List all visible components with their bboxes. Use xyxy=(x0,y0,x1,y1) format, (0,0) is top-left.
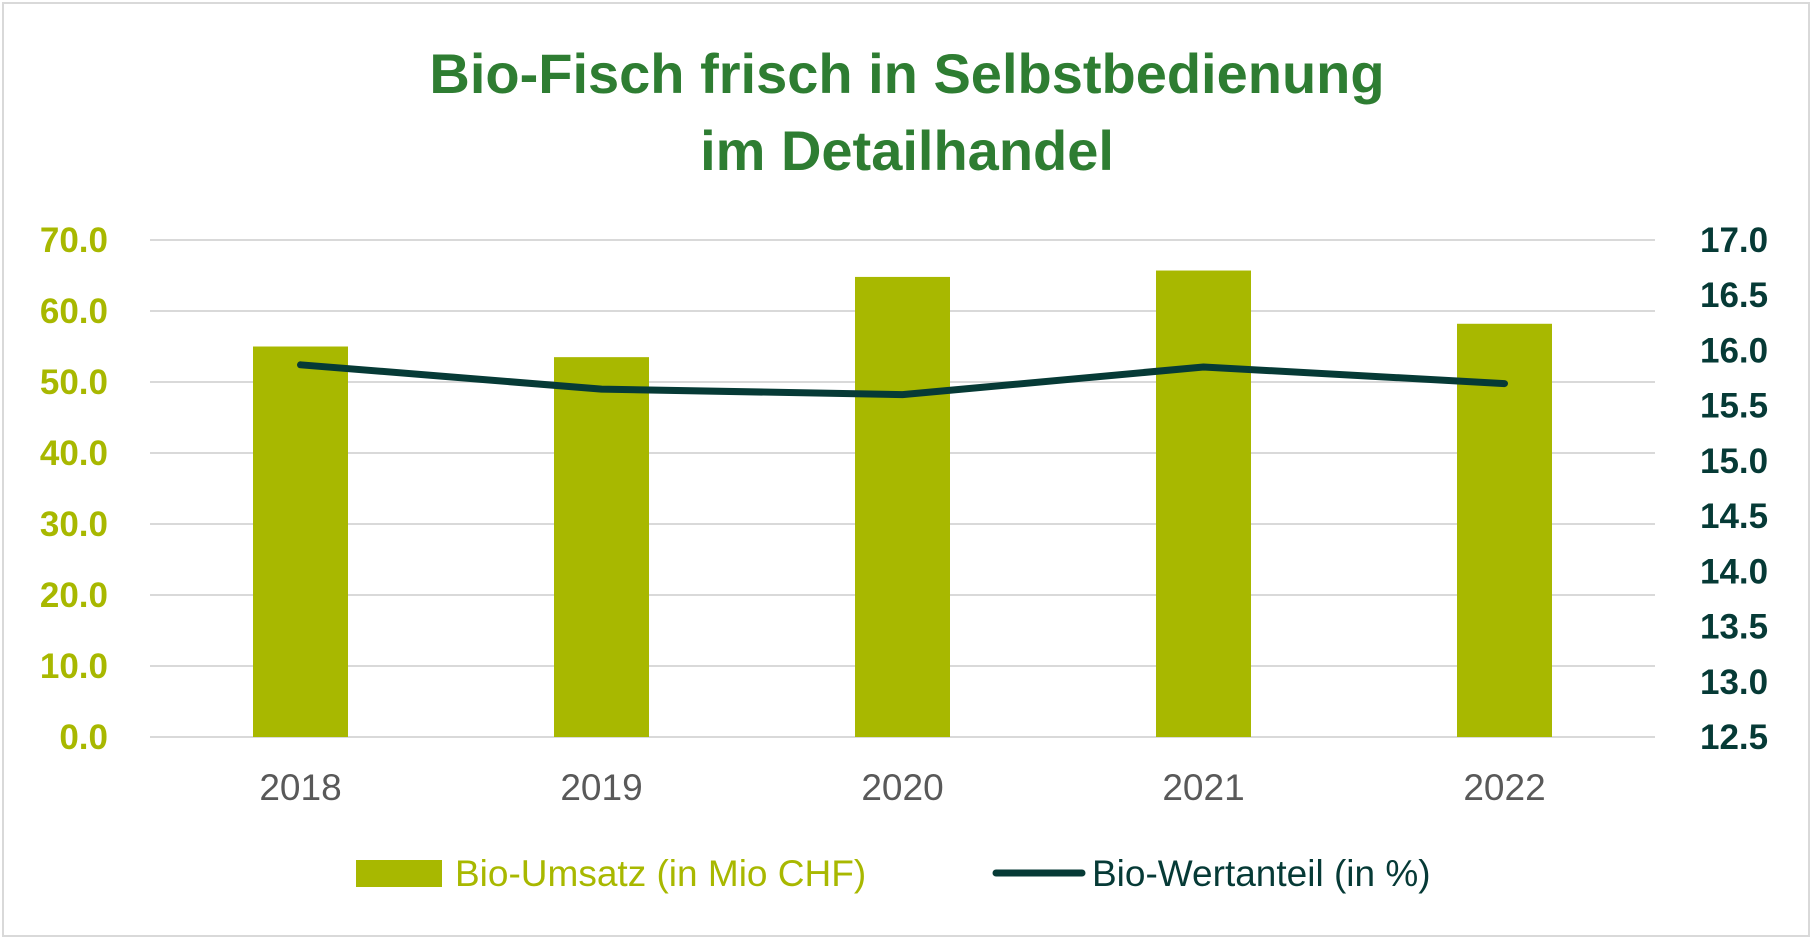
right-tick-label: 16.0 xyxy=(1700,331,1768,370)
right-tick-label: 15.5 xyxy=(1700,387,1768,426)
right-tick-label: 14.5 xyxy=(1700,497,1768,536)
right-tick-label: 15.0 xyxy=(1700,442,1768,481)
left-tick-label: 70.0 xyxy=(40,221,108,260)
bar-2019 xyxy=(554,357,649,737)
x-tick-label: 2021 xyxy=(1162,767,1244,808)
right-tick-label: 13.0 xyxy=(1700,663,1768,702)
right-tick-label: 16.5 xyxy=(1700,276,1768,315)
right-axis-ticks: 12.5 13.0 13.5 14.0 14.5 15.0 15.5 16.0 16.5 17.0 xyxy=(1700,221,1768,757)
legend: Bio-Umsatz (in Mio CHF) Bio-Wertanteil (i… xyxy=(356,853,1431,894)
right-tick-label: 17.0 xyxy=(1700,221,1768,260)
left-tick-label: 0.0 xyxy=(59,718,108,757)
bar-2018 xyxy=(253,346,348,737)
bar-2021 xyxy=(1156,270,1251,737)
left-tick-label: 20.0 xyxy=(40,576,108,615)
right-tick-label: 12.5 xyxy=(1700,718,1768,757)
left-tick-label: 60.0 xyxy=(40,292,108,331)
line-point-2020 xyxy=(902,394,903,396)
right-tick-label: 13.5 xyxy=(1700,608,1768,647)
line-point-2021 xyxy=(1203,366,1204,368)
chart-title: Bio-Fisch frisch in Selbstbedienung im D… xyxy=(429,42,1384,182)
x-tick-label: 2020 xyxy=(861,767,943,808)
line-point-2022 xyxy=(1504,383,1505,385)
left-tick-label: 40.0 xyxy=(40,434,108,473)
legend-label-bar: Bio-Umsatz (in Mio CHF) xyxy=(455,853,866,894)
line-series xyxy=(297,361,1508,399)
bar-2020 xyxy=(855,276,950,737)
x-tick-label: 2018 xyxy=(259,767,341,808)
chart-title-line-2: im Detailhandel xyxy=(700,119,1114,182)
bar-2022 xyxy=(1457,323,1552,737)
bar-series xyxy=(253,270,1552,737)
left-tick-label: 10.0 xyxy=(40,647,108,686)
chart-title-line-1: Bio-Fisch frisch in Selbstbedienung xyxy=(429,42,1384,105)
legend-label-line: Bio-Wertanteil (in %) xyxy=(1092,853,1431,894)
left-tick-label: 30.0 xyxy=(40,505,108,544)
line-point-2019 xyxy=(601,388,602,390)
line-point-2018 xyxy=(300,364,301,366)
left-tick-label: 50.0 xyxy=(40,363,108,402)
x-tick-label: 2022 xyxy=(1463,767,1545,808)
legend-swatch-bar xyxy=(356,860,442,887)
x-axis-ticks: 2018 2019 2020 2021 2022 xyxy=(259,767,1545,808)
x-tick-label: 2019 xyxy=(560,767,642,808)
left-axis-ticks: 0.0 10.0 20.0 30.0 40.0 50.0 60.0 70.0 xyxy=(40,221,108,757)
right-tick-label: 14.0 xyxy=(1700,552,1768,591)
